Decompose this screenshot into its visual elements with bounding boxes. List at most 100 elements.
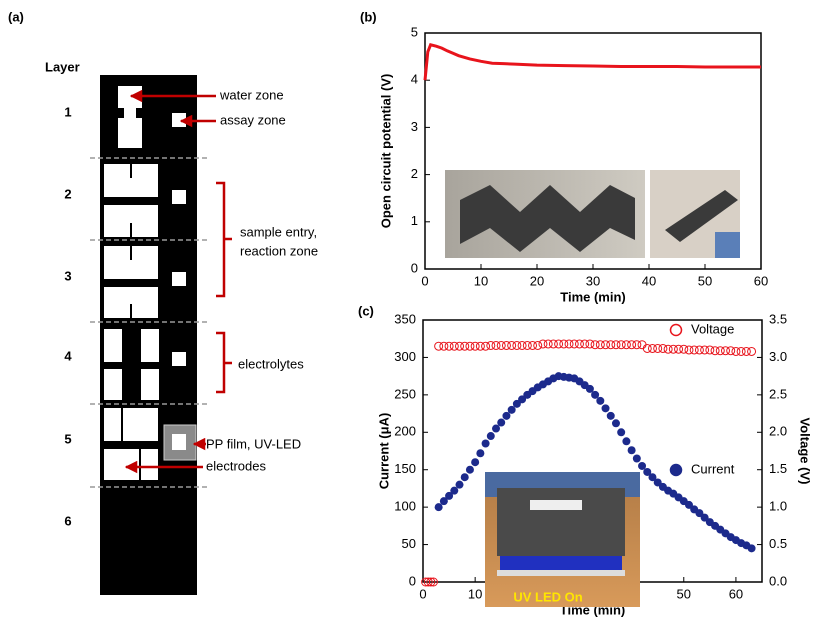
data-point: [426, 577, 436, 587]
data-point: [502, 411, 511, 420]
data-point: [512, 340, 522, 350]
data-point: [653, 478, 662, 487]
data-point: [501, 340, 511, 350]
data-point: [741, 346, 751, 356]
data-point: [684, 345, 694, 355]
data-point: [559, 339, 569, 349]
layer-number: 4: [64, 348, 72, 363]
data-point: [476, 449, 485, 458]
data-point: [528, 340, 538, 350]
data-point: [496, 340, 506, 350]
data-point: [428, 577, 438, 587]
data-point: [538, 339, 548, 349]
data-point: [574, 339, 584, 349]
y-tick-label: 4: [411, 72, 418, 87]
data-point: [518, 395, 527, 404]
y-tick-label: 250: [394, 386, 416, 401]
y-tick-label: 300: [394, 349, 416, 364]
x-tick-label: 10: [474, 273, 488, 288]
data-point: [731, 346, 741, 356]
data-point: [621, 340, 631, 350]
y2-tick-label: 2.0: [769, 424, 787, 439]
data-point: [423, 577, 433, 587]
annotation: sample entry,: [240, 224, 317, 239]
inset-photo: [485, 472, 640, 607]
data-point: [596, 396, 605, 405]
y-axis-label: Current (μA): [376, 413, 391, 490]
data-point: [481, 439, 490, 448]
data-point: [481, 341, 491, 351]
layer-number: 6: [64, 513, 71, 528]
data-point: [439, 341, 449, 351]
data-point: [653, 343, 663, 353]
legend-marker: [669, 323, 683, 337]
legend-label: Current: [691, 461, 735, 476]
data-point: [460, 473, 469, 482]
y2-tick-label: 3.5: [769, 311, 787, 326]
data-point: [497, 418, 506, 427]
data-point: [471, 458, 480, 467]
legend-label: Voltage: [691, 321, 734, 336]
data-point: [585, 384, 594, 393]
data-point: [533, 340, 543, 350]
data-point: [668, 344, 678, 354]
y2-tick-label: 0.0: [769, 573, 787, 588]
x-tick-label: 50: [677, 586, 691, 601]
y-tick-label: 150: [394, 461, 416, 476]
data-point: [726, 346, 736, 356]
data-point: [638, 461, 647, 470]
panel-label: (b): [360, 9, 377, 24]
data-point: [705, 345, 715, 355]
x-axis-label: Time (min): [560, 289, 626, 304]
data-point: [747, 544, 756, 553]
annotation-arrows: [124, 89, 232, 474]
data-point: [679, 344, 689, 354]
inset-photo: [445, 170, 740, 258]
data-point: [648, 473, 657, 482]
data-point: [455, 341, 465, 351]
data-point: [720, 346, 730, 356]
y2-tick-label: 2.5: [769, 386, 787, 401]
layer-number: 2: [64, 186, 71, 201]
data-line: [423, 43, 761, 81]
layer-heading: Layer: [45, 59, 80, 74]
data-point: [695, 509, 704, 518]
data-point: [450, 486, 459, 495]
data-point: [632, 340, 642, 350]
data-point: [492, 424, 501, 433]
data-point: [439, 497, 448, 506]
data-point: [445, 491, 454, 500]
legend-marker: [669, 463, 683, 477]
x-tick-label: 20: [530, 273, 544, 288]
data-point: [684, 500, 693, 509]
data-point: [548, 339, 558, 349]
y-tick-label: 3: [411, 119, 418, 134]
x-tick-label: 60: [729, 586, 743, 601]
inset-caption: UV LED On: [513, 589, 582, 604]
x-tick-label: 40: [642, 273, 656, 288]
data-point: [601, 340, 611, 350]
y-tick-label: 200: [394, 424, 416, 439]
data-point: [658, 343, 668, 353]
data-point: [700, 345, 710, 355]
data-point: [434, 341, 444, 351]
data-point: [491, 340, 501, 350]
y-tick-label: 1: [411, 213, 418, 228]
data-point: [475, 341, 485, 351]
data-point: [643, 467, 652, 476]
annotation: PP film, UV-LED: [206, 436, 301, 451]
data-point: [694, 345, 704, 355]
data-point: [434, 503, 443, 512]
data-point: [689, 345, 699, 355]
data-point: [736, 346, 746, 356]
y-axis-label: Open circuit potential (V): [378, 74, 393, 229]
data-point: [486, 432, 495, 441]
x-tick-label: 60: [754, 273, 768, 288]
data-point: [715, 346, 725, 356]
data-point: [507, 405, 516, 414]
annotation: water zone: [219, 87, 284, 102]
data-point: [444, 341, 454, 351]
data-point: [449, 341, 459, 351]
data-point: [747, 346, 757, 356]
